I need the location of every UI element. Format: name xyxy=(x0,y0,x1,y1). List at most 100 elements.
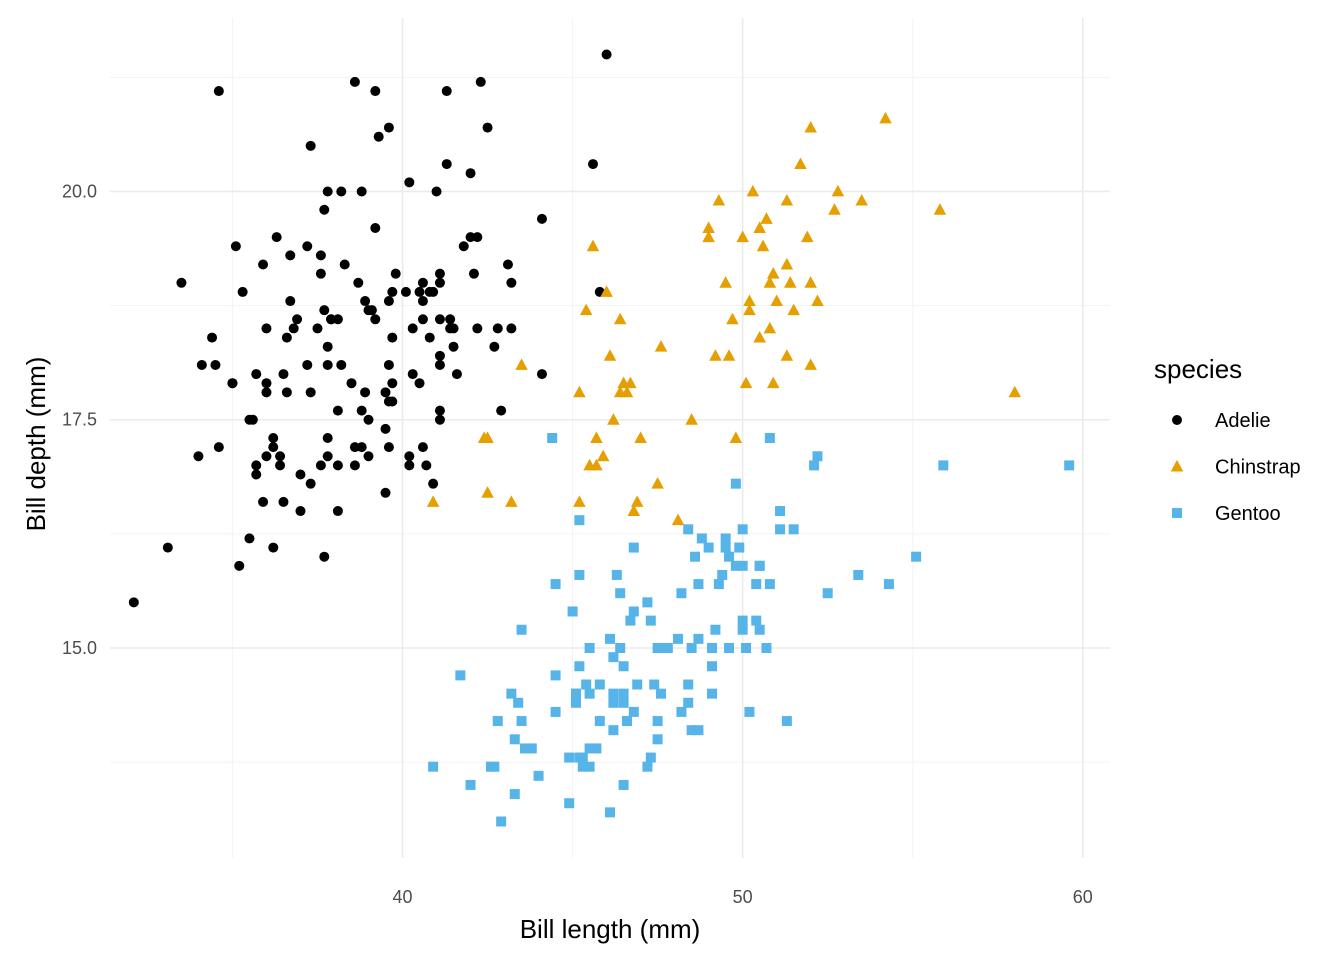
chinstrap-point xyxy=(607,413,620,425)
y-tick-label: 15.0 xyxy=(62,638,97,658)
gentoo-point xyxy=(632,679,643,690)
adelie-point xyxy=(414,286,425,297)
gentoo-point xyxy=(615,643,626,653)
chinstrap-point xyxy=(613,385,627,398)
chinstrap-point xyxy=(763,321,777,334)
adelie-point xyxy=(261,378,272,389)
gentoo-point xyxy=(574,752,585,763)
adelie-point xyxy=(295,469,306,480)
adelie-point xyxy=(506,277,517,288)
chinstrap-point xyxy=(685,413,698,425)
chinstrap-point xyxy=(712,194,726,206)
adelie-point xyxy=(285,250,296,261)
adelie-point xyxy=(356,186,367,197)
x-tick-label: 60 xyxy=(1073,887,1093,907)
chinstrap-point xyxy=(590,431,603,443)
adelie-point xyxy=(451,369,462,380)
chinstrap-point xyxy=(600,285,613,297)
gentoo-point xyxy=(584,688,595,699)
adelie-point xyxy=(315,460,326,471)
gentoo-point xyxy=(615,588,626,599)
gentoo-point xyxy=(652,716,663,727)
adelie-point xyxy=(275,460,286,471)
adelie-point xyxy=(383,122,394,133)
adelie-point xyxy=(268,442,279,453)
adelie-point xyxy=(315,268,326,279)
adelie-point xyxy=(305,140,316,151)
legend-title: species xyxy=(1154,354,1242,384)
chinstrap-point xyxy=(736,230,749,243)
chinstrap-point xyxy=(760,212,773,224)
adelie-point xyxy=(244,533,255,544)
gentoo-point xyxy=(564,752,575,763)
chinstrap-point xyxy=(811,294,824,306)
adelie-point xyxy=(271,232,282,243)
chinstrap-point xyxy=(709,349,722,361)
chinstrap-point xyxy=(596,449,610,462)
adelie-point xyxy=(407,323,418,334)
chinstrap-point xyxy=(671,513,685,526)
legend: species Adelie Chinstrap Gentoo xyxy=(1154,354,1301,525)
gentoo-point xyxy=(550,579,561,590)
adelie-point xyxy=(251,369,262,380)
gentoo-point xyxy=(628,706,639,717)
gentoo-point xyxy=(570,688,581,699)
gentoo-point xyxy=(492,716,503,727)
gentoo-point xyxy=(496,816,507,827)
chinstrap-point xyxy=(579,303,593,316)
gentoo-point xyxy=(717,569,728,580)
gentoo-point xyxy=(608,688,619,699)
adelie-point xyxy=(162,542,173,553)
chinstrap-point xyxy=(794,157,807,170)
gentoo-point xyxy=(693,579,704,590)
adelie-point xyxy=(373,131,384,142)
adelie-point xyxy=(370,223,381,233)
adelie-point xyxy=(261,323,272,334)
adelie-point xyxy=(475,76,486,87)
adelie-point xyxy=(434,405,445,416)
adelie-point xyxy=(292,314,303,325)
adelie-point xyxy=(404,460,415,471)
legend-label: Chinstrap xyxy=(1215,457,1301,479)
adelie-point xyxy=(448,323,459,334)
x-axis-title: Bill length (mm) xyxy=(520,914,701,944)
gentoo-point xyxy=(911,551,922,562)
chinstrap-point xyxy=(780,194,794,206)
legend-key-triangle xyxy=(1170,459,1184,472)
chinstrap-point xyxy=(481,486,494,498)
adelie-point xyxy=(434,314,445,325)
adelie-point xyxy=(332,460,343,471)
gentoo-point xyxy=(526,743,537,754)
adelie-point xyxy=(353,277,364,288)
y-tick-label: 17.5 xyxy=(62,410,97,430)
gentoo-point xyxy=(594,716,605,727)
gentoo-point xyxy=(642,761,653,772)
grid-lines xyxy=(110,18,1110,858)
gentoo-point xyxy=(625,615,636,626)
chinstrap-point xyxy=(603,349,617,361)
gentoo-point xyxy=(608,725,619,736)
adelie-point xyxy=(472,232,483,243)
adelie-point xyxy=(445,314,456,325)
gentoo-point xyxy=(574,569,585,580)
gentoo-point xyxy=(751,615,762,626)
adelie-point xyxy=(431,186,442,197)
adelie-point xyxy=(230,241,241,252)
data-points xyxy=(128,49,1075,827)
gentoo-point xyxy=(883,579,894,590)
adelie-point xyxy=(587,159,598,170)
adelie-point xyxy=(288,323,299,334)
chinstrap-point xyxy=(624,376,637,389)
chinstrap-point xyxy=(719,276,732,288)
adelie-point xyxy=(295,506,306,517)
chinstrap-point xyxy=(831,184,845,197)
adelie-point xyxy=(322,186,333,197)
adelie-point xyxy=(601,49,612,60)
adelie-point xyxy=(281,387,292,398)
adelie-point xyxy=(193,451,204,462)
gentoo-point xyxy=(618,697,629,708)
gentoo-point xyxy=(724,551,735,562)
gentoo-point xyxy=(645,615,656,626)
adelie-point xyxy=(349,76,360,87)
gentoo-point xyxy=(720,533,731,544)
